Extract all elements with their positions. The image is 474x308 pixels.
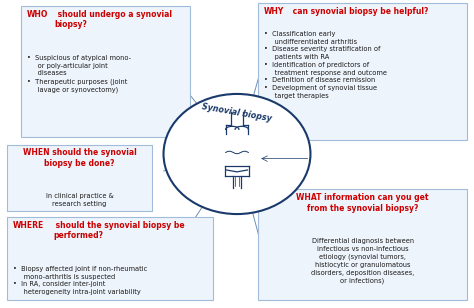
- FancyBboxPatch shape: [21, 6, 190, 137]
- Text: In clinical practice &
research setting: In clinical practice & research setting: [46, 193, 113, 207]
- Text: WHERE: WHERE: [13, 221, 44, 230]
- Text: can synovial biopsy be helpful?: can synovial biopsy be helpful?: [290, 7, 428, 16]
- Text: Synovial biopsy: Synovial biopsy: [201, 102, 273, 123]
- Text: •  Classification early
     undifferentiated arthritis
•  Disease severity stra: • Classification early undifferentiated …: [264, 31, 387, 99]
- Text: •  Biopsy affected joint if non-rheumatic
     mono-arthritis is suspected
•  In: • Biopsy affected joint if non-rheumatic…: [13, 266, 147, 295]
- Text: WHY: WHY: [264, 7, 284, 16]
- Text: •  Suspicious of atypical mono-
     or poly-articular joint
     diseases
•  Th: • Suspicious of atypical mono- or poly-a…: [27, 55, 131, 93]
- FancyBboxPatch shape: [258, 3, 467, 140]
- FancyBboxPatch shape: [7, 145, 152, 211]
- Text: WHO: WHO: [27, 10, 48, 19]
- Text: Differential diagnosis between
infectious vs non-infectious
etiology (synovial t: Differential diagnosis between infectiou…: [311, 238, 414, 284]
- Text: WHEN should the synovial
biopsy be done?: WHEN should the synovial biopsy be done?: [23, 148, 136, 168]
- Ellipse shape: [164, 94, 310, 214]
- FancyBboxPatch shape: [258, 189, 467, 300]
- Text: WHAT information can you get
from the synovial biopsy?: WHAT information can you get from the sy…: [296, 193, 429, 213]
- Text: should undergo a synovial
biopsy?: should undergo a synovial biopsy?: [55, 10, 172, 29]
- Text: should the synovial biopsy be
performed?: should the synovial biopsy be performed?: [53, 221, 185, 240]
- FancyBboxPatch shape: [7, 217, 213, 300]
